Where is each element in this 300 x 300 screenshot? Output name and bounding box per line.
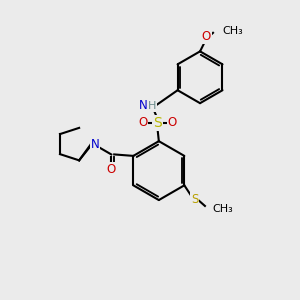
Text: CH₃: CH₃ bbox=[212, 204, 233, 214]
Text: CH₃: CH₃ bbox=[223, 26, 244, 36]
Text: O: O bbox=[201, 30, 211, 43]
Text: N: N bbox=[91, 138, 99, 151]
Text: S: S bbox=[153, 116, 162, 130]
Text: N: N bbox=[139, 99, 148, 112]
Text: O: O bbox=[167, 116, 177, 129]
Text: S: S bbox=[191, 193, 198, 206]
Text: O: O bbox=[138, 116, 147, 129]
Text: H: H bbox=[148, 101, 156, 111]
Text: O: O bbox=[106, 163, 116, 176]
